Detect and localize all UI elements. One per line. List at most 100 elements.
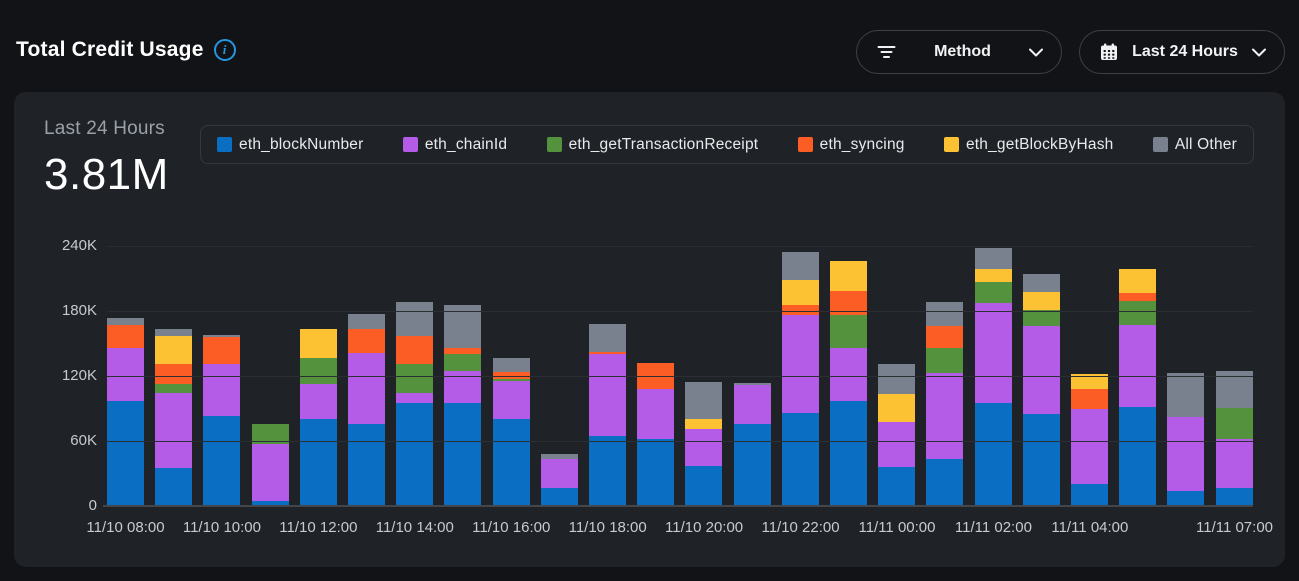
bar-segment[interactable] (155, 336, 193, 365)
bar-segment[interactable] (299, 357, 337, 385)
stacked-bar[interactable] (299, 328, 337, 506)
bar-segment[interactable] (1119, 292, 1157, 301)
info-icon[interactable]: i (213, 39, 236, 61)
bar-segment[interactable] (348, 424, 386, 506)
bar-segment[interactable] (589, 353, 627, 437)
stacked-bar[interactable] (492, 357, 530, 506)
bar-segment[interactable] (974, 268, 1012, 282)
bar-segment[interactable] (1167, 491, 1205, 506)
bar-segment[interactable] (781, 315, 819, 413)
bar-segment[interactable] (637, 439, 675, 506)
stacked-bar[interactable] (878, 364, 916, 506)
bar-segment[interactable] (444, 305, 482, 348)
bar-segment[interactable] (155, 328, 193, 337)
bar-segment[interactable] (540, 454, 578, 460)
bar-segment[interactable] (155, 364, 193, 385)
bar-segment[interactable] (1215, 439, 1253, 488)
bar-segment[interactable] (444, 402, 482, 506)
stacked-bar[interactable] (685, 382, 723, 506)
bar-segment[interactable] (1071, 484, 1109, 506)
bar-segment[interactable] (781, 280, 819, 306)
bar-segment[interactable] (348, 329, 386, 354)
bar-segment[interactable] (830, 261, 868, 292)
bar-segment[interactable] (1119, 406, 1157, 506)
bar-segment[interactable] (492, 418, 530, 506)
bar-segment[interactable] (830, 401, 868, 506)
stacked-bar[interactable] (1119, 269, 1157, 506)
bar-segment[interactable] (878, 364, 916, 395)
bar-segment[interactable] (492, 357, 530, 373)
stacked-bar[interactable] (348, 314, 386, 506)
stacked-bar[interactable] (251, 423, 289, 506)
bar-segment[interactable] (251, 444, 289, 502)
bar-segment[interactable] (1022, 414, 1060, 506)
bar-segment[interactable] (1119, 269, 1157, 293)
stacked-bar[interactable] (781, 252, 819, 506)
bar-segment[interactable] (1215, 407, 1253, 440)
bar-segment[interactable] (926, 302, 964, 327)
legend-item[interactable]: eth_blockNumber (217, 136, 363, 154)
bar-segment[interactable] (396, 336, 434, 365)
stacked-bar[interactable] (203, 334, 241, 506)
bar-segment[interactable] (733, 424, 771, 506)
bar-segment[interactable] (878, 422, 916, 467)
method-filter-dropdown[interactable]: Method (856, 30, 1062, 74)
bar-segment[interactable] (492, 381, 530, 419)
bar-segment[interactable] (444, 354, 482, 372)
stacked-bar[interactable] (926, 302, 964, 506)
bar-segment[interactable] (299, 328, 337, 358)
bar-segment[interactable] (733, 383, 771, 385)
bar-segment[interactable] (589, 352, 627, 354)
bar-segment[interactable] (685, 466, 723, 506)
stacked-bar[interactable] (1071, 373, 1109, 506)
bar-segment[interactable] (1071, 388, 1109, 410)
bar-segment[interactable] (589, 436, 627, 506)
bar-segment[interactable] (251, 423, 289, 445)
bar-segment[interactable] (1215, 487, 1253, 506)
bar-segment[interactable] (492, 372, 530, 380)
bar-segment[interactable] (926, 459, 964, 506)
bar-segment[interactable] (1022, 326, 1060, 415)
stacked-bar[interactable] (830, 261, 868, 506)
bar-segment[interactable] (299, 418, 337, 506)
bar-segment[interactable] (878, 394, 916, 423)
stacked-bar[interactable] (589, 324, 627, 506)
stacked-bar[interactable] (444, 305, 482, 506)
bar-segment[interactable] (1215, 371, 1253, 408)
bar-segment[interactable] (1022, 310, 1060, 327)
bar-segment[interactable] (1022, 274, 1060, 293)
bar-segment[interactable] (1119, 324, 1157, 407)
bar-segment[interactable] (926, 347, 964, 373)
bar-segment[interactable] (685, 382, 723, 419)
bar-segment[interactable] (830, 347, 868, 402)
bar-segment[interactable] (1119, 300, 1157, 325)
bar-segment[interactable] (830, 315, 868, 348)
stacked-bar[interactable] (733, 383, 771, 506)
bar-segment[interactable] (203, 416, 241, 506)
bar-segment[interactable] (155, 384, 193, 394)
bar-segment[interactable] (589, 324, 627, 353)
bar-segment[interactable] (1022, 292, 1060, 311)
bar-segment[interactable] (926, 372, 964, 460)
bar-segment[interactable] (685, 429, 723, 467)
date-range-dropdown[interactable]: Last 24 Hours (1079, 30, 1285, 74)
legend-item[interactable]: eth_syncing (797, 136, 905, 154)
stacked-bar[interactable] (1022, 274, 1060, 506)
bar-segment[interactable] (1167, 372, 1205, 418)
bar-segment[interactable] (203, 334, 241, 337)
bar-segment[interactable] (348, 353, 386, 425)
bar-segment[interactable] (492, 379, 530, 381)
bar-segment[interactable] (1071, 409, 1109, 485)
bar-segment[interactable] (974, 302, 1012, 404)
bar-segment[interactable] (926, 326, 964, 348)
bar-segment[interactable] (540, 487, 578, 506)
bar-segment[interactable] (203, 364, 241, 417)
stacked-bar[interactable] (1167, 372, 1205, 506)
stacked-bar[interactable] (396, 302, 434, 506)
bar-segment[interactable] (396, 302, 434, 337)
bar-segment[interactable] (299, 384, 337, 419)
bar-segment[interactable] (155, 393, 193, 468)
bar-segment[interactable] (396, 364, 434, 393)
bar-segment[interactable] (878, 466, 916, 506)
bar-segment[interactable] (155, 467, 193, 506)
